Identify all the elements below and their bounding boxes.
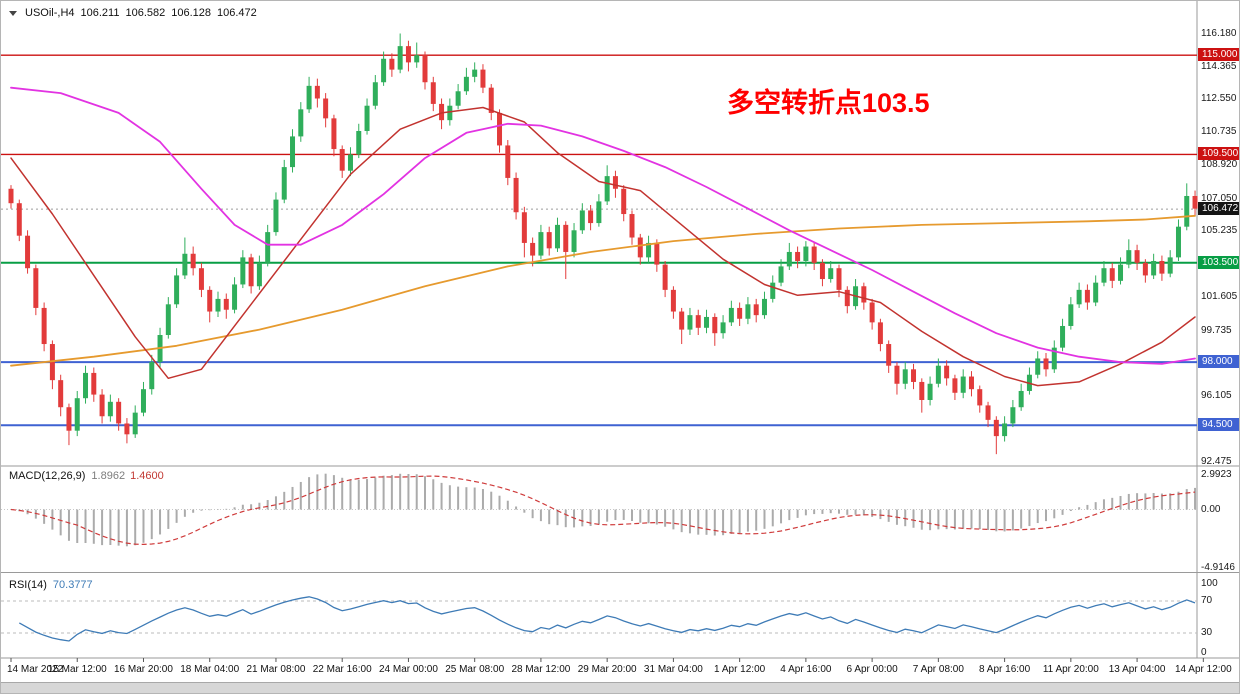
time-axis-label: 22 Mar 16:00 [312, 664, 372, 675]
time-axis-label: 18 Mar 04:00 [180, 664, 240, 675]
time-axis-label: 4 Apr 16:00 [780, 664, 832, 675]
time-axis-label: 29 Mar 20:00 [577, 664, 637, 675]
time-axis-label: 1 Apr 12:00 [714, 664, 766, 675]
rsi-indicator-label: RSI(14) 70.3777 [9, 579, 93, 591]
time-axis-label: 31 Mar 04:00 [643, 664, 703, 675]
price-axis[interactable]: 116.180 114.365 112.550 110.735 108.920 107.0… [1198, 1, 1239, 658]
rsi-name: RSI(14) [9, 579, 47, 591]
ohlc-high: 106.582 [125, 7, 166, 19]
ohlc-low: 106.128 [171, 7, 211, 19]
price-badge: 106.472 [1198, 202, 1239, 216]
time-axis[interactable]: 14 Mar 2022 15 Mar 12:00 16 Mar 20:00 18 Ma… [1, 659, 1239, 681]
time-axis-label: 6 Apr 00:00 [846, 664, 898, 675]
price-axis-label: 114.365 [1201, 60, 1237, 72]
time-axis-label: 14 Mar 2022 [7, 664, 64, 675]
macd-name: MACD(12,26,9) [9, 470, 86, 482]
time-axis-label: 8 Apr 16:00 [979, 664, 1031, 675]
rsi-axis-label: 100 [1201, 578, 1218, 589]
price-axis-label: 92.475 [1201, 455, 1232, 467]
macd-axis-label: -4.9146 [1201, 561, 1235, 573]
time-axis-label: 21 Mar 08:00 [246, 664, 306, 675]
price-badge: 103.500 [1198, 255, 1239, 269]
price-axis-label: 110.735 [1201, 126, 1237, 138]
symbol-name: USOil-,H4 [25, 7, 75, 19]
symbol-info: USOil-,H4 106.211 106.582 106.128 106.47… [9, 7, 257, 19]
macd-axis-label: 0.00 [1201, 503, 1221, 515]
macd-signal-value: 1.4600 [130, 470, 164, 482]
time-axis-label: 25 Mar 08:00 [445, 664, 505, 675]
ohlc-open: 106.211 [80, 7, 120, 19]
rsi-value: 70.3777 [52, 579, 93, 591]
time-axis-label: 13 Apr 04:00 [1108, 664, 1166, 675]
price-axis-label: 116.180 [1201, 27, 1237, 39]
price-axis-label: 101.605 [1201, 291, 1238, 302]
symbol-marker-icon [9, 10, 17, 16]
price-axis-label: 105.235 [1201, 225, 1238, 237]
price-axis-label: 112.550 [1201, 93, 1237, 105]
rsi-axis-label: 0 [1201, 647, 1207, 658]
price-badge: 94.500 [1198, 418, 1239, 432]
rsi-axis-label: 30 [1201, 627, 1213, 638]
price-axis-label: 107.050 [1201, 192, 1238, 204]
time-axis-label: 16 Mar 20:00 [114, 664, 173, 675]
time-axis-label: 28 Mar 12:00 [511, 664, 571, 675]
price-badge: 115.000 [1198, 48, 1239, 62]
rsi-axis-label: 70 [1201, 595, 1213, 606]
annotation-text[interactable]: 多空转折点103.5 [727, 88, 930, 118]
time-axis-label: 15 Mar 12:00 [47, 664, 107, 675]
bottom-scroll-strip[interactable] [1, 682, 1239, 693]
time-axis-label: 7 Apr 08:00 [912, 664, 964, 675]
time-axis-label: 11 Apr 20:00 [1042, 664, 1099, 675]
price-axis-label: 108.920 [1201, 158, 1238, 170]
ohlc-close: 106.472 [217, 7, 257, 19]
macd-main-value: 1.8962 [91, 470, 126, 482]
time-axis-label: 24 Mar 00:00 [378, 664, 438, 675]
price-axis-label: 96.105 [1201, 390, 1232, 402]
macd-indicator-label: MACD(12,26,9) 1.8962 1.4600 [9, 470, 164, 482]
macd-axis-label: 2.9923 [1201, 469, 1232, 480]
time-axis-label: 14 Apr 12:00 [1174, 664, 1232, 675]
price-axis-label: 99.735 [1201, 324, 1232, 336]
price-badge: 109.500 [1198, 147, 1239, 161]
price-badge: 98.000 [1198, 355, 1239, 369]
